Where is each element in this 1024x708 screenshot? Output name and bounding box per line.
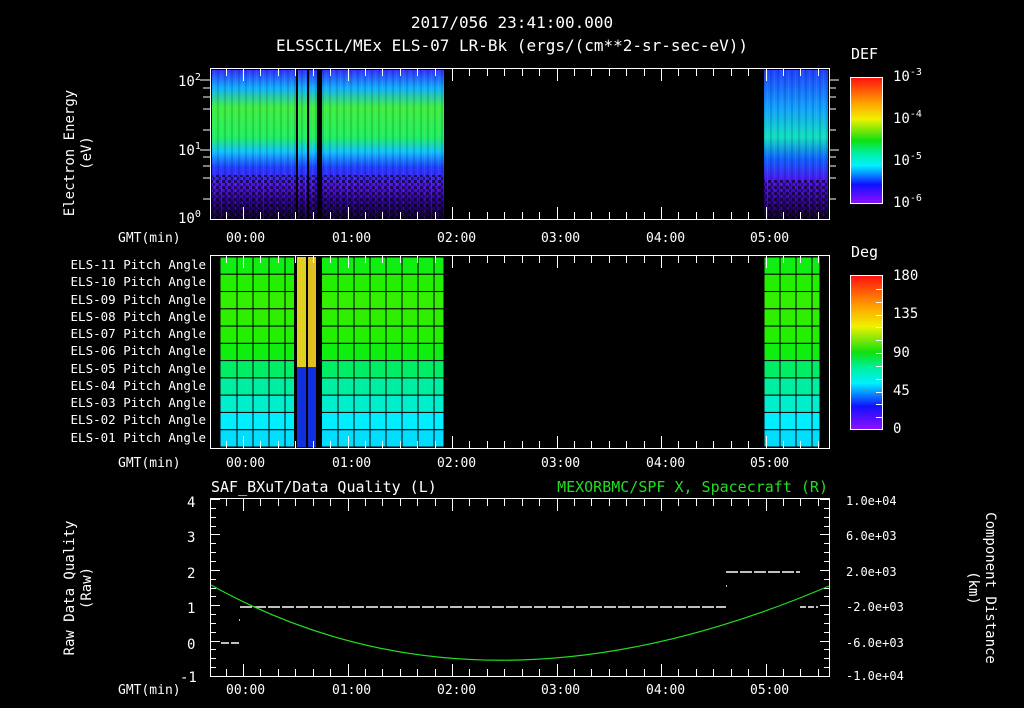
data-quality-series: [221, 572, 818, 643]
quality-xlabel: GMT(min): [118, 684, 181, 697]
q-xtick-0200: 02:00: [437, 684, 476, 697]
spf-x-series: [211, 585, 829, 660]
q-xtick-0000: 00:00: [226, 684, 265, 697]
q-xtick-0300: 03:00: [541, 684, 580, 697]
q-xtick-0500: 05:00: [750, 684, 789, 697]
q-xtick-0400: 04:00: [646, 684, 685, 697]
q-xtick-0100: 01:00: [332, 684, 371, 697]
quality-line-plot: [0, 0, 1024, 708]
